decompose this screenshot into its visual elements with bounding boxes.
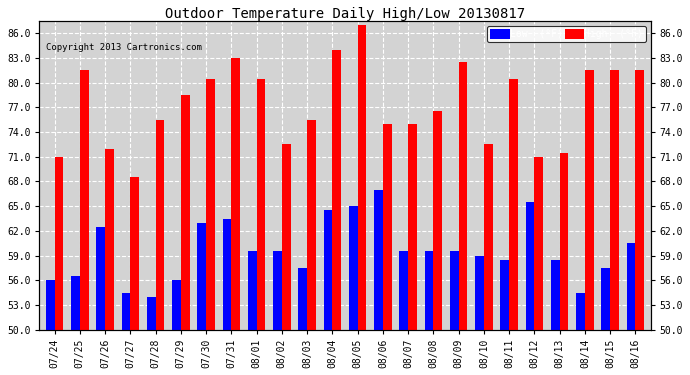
Bar bbox=[534, 157, 543, 330]
Bar bbox=[282, 144, 290, 330]
Bar bbox=[475, 256, 484, 330]
Bar bbox=[46, 280, 55, 330]
Bar bbox=[383, 124, 392, 330]
Bar bbox=[450, 252, 459, 330]
Bar bbox=[223, 219, 231, 330]
Bar bbox=[551, 260, 560, 330]
Bar bbox=[433, 111, 442, 330]
Bar bbox=[197, 223, 206, 330]
Text: Copyright 2013 Cartronics.com: Copyright 2013 Cartronics.com bbox=[46, 42, 201, 51]
Bar bbox=[424, 252, 433, 330]
Bar bbox=[105, 148, 114, 330]
Bar bbox=[509, 79, 518, 330]
Bar bbox=[500, 260, 509, 330]
Bar bbox=[576, 292, 585, 330]
Bar bbox=[172, 280, 181, 330]
Bar bbox=[348, 206, 357, 330]
Bar bbox=[181, 95, 190, 330]
Bar bbox=[147, 297, 156, 330]
Bar bbox=[273, 252, 282, 330]
Bar bbox=[231, 58, 240, 330]
Bar bbox=[97, 227, 105, 330]
Bar bbox=[560, 153, 569, 330]
Bar bbox=[459, 62, 467, 330]
Bar bbox=[130, 177, 139, 330]
Title: Outdoor Temperature Daily High/Low 20130817: Outdoor Temperature Daily High/Low 20130… bbox=[165, 7, 525, 21]
Bar bbox=[121, 292, 130, 330]
Bar bbox=[585, 70, 593, 330]
Bar bbox=[55, 157, 63, 330]
Bar bbox=[307, 120, 316, 330]
Bar bbox=[400, 252, 408, 330]
Bar bbox=[601, 268, 610, 330]
Bar bbox=[298, 268, 307, 330]
Bar bbox=[333, 50, 342, 330]
Bar bbox=[248, 252, 257, 330]
Legend: Low  (°F), High  (°F): Low (°F), High (°F) bbox=[487, 26, 646, 42]
Bar bbox=[484, 144, 493, 330]
Bar bbox=[71, 276, 80, 330]
Bar bbox=[374, 190, 383, 330]
Bar bbox=[357, 25, 366, 330]
Bar bbox=[408, 124, 417, 330]
Bar bbox=[156, 120, 164, 330]
Bar bbox=[257, 79, 266, 330]
Bar bbox=[610, 70, 619, 330]
Bar bbox=[206, 79, 215, 330]
Bar bbox=[627, 243, 635, 330]
Bar bbox=[526, 202, 534, 330]
Bar bbox=[635, 70, 644, 330]
Bar bbox=[80, 70, 89, 330]
Bar bbox=[324, 210, 333, 330]
